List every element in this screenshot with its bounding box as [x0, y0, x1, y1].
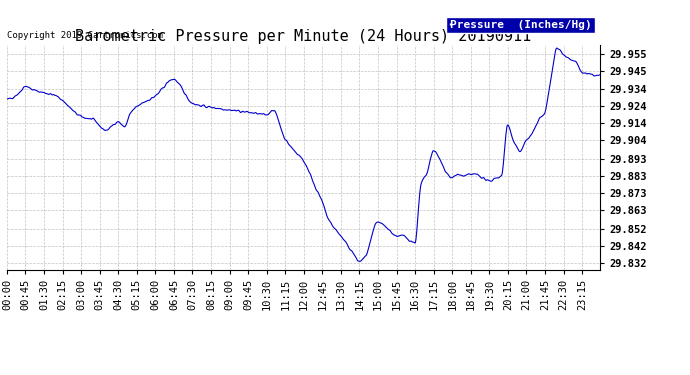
Legend: Pressure  (Inches/Hg): Pressure (Inches/Hg): [446, 17, 595, 33]
Title: Barometric Pressure per Minute (24 Hours) 20190911: Barometric Pressure per Minute (24 Hours…: [75, 29, 532, 44]
Text: Copyright 2019 Cartronics.com: Copyright 2019 Cartronics.com: [7, 32, 163, 40]
